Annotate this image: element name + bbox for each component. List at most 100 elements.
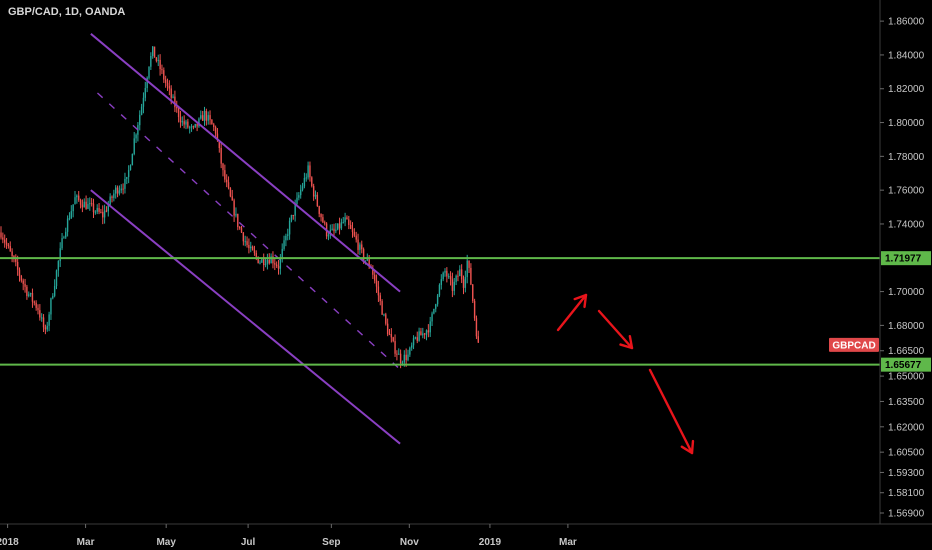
price-tick-label: 1.86000 — [888, 17, 925, 28]
time-tick-label: 2019 — [479, 537, 502, 548]
candle-body — [259, 262, 261, 264]
candle-body — [301, 186, 304, 190]
candle-body — [457, 275, 459, 277]
candle-body — [372, 268, 374, 275]
candle-body — [83, 201, 85, 208]
candle-body — [388, 334, 391, 336]
candle-body — [251, 246, 254, 251]
candle-body — [103, 210, 106, 218]
candle-body — [29, 293, 32, 295]
candle-body — [198, 118, 200, 127]
candle-body — [277, 265, 280, 269]
level-price-label: 1.65677 — [885, 360, 922, 371]
candle-body — [231, 196, 233, 201]
candle-body — [72, 204, 74, 212]
candle-body — [207, 115, 209, 121]
levels-group[interactable]: 1.71977 1.65677 GBPCAD — [0, 251, 931, 372]
candle-body — [364, 260, 367, 262]
candle-body — [455, 275, 457, 282]
candle-body — [146, 77, 148, 89]
candle-body — [283, 240, 285, 249]
arrow-down[interactable] — [597, 309, 634, 350]
candle-body — [148, 66, 150, 78]
candle-body — [296, 197, 298, 204]
candle-body — [423, 333, 426, 335]
symbol-title: GBP/CAD, 1D, OANDA — [8, 6, 126, 18]
candle-body — [15, 258, 17, 262]
candle-body — [444, 270, 446, 273]
candle-body — [425, 330, 428, 335]
candle-body — [63, 237, 65, 239]
candle-body — [294, 203, 296, 216]
candle-body — [190, 126, 193, 128]
symbol-price-tag-label: GBPCAD — [832, 340, 875, 351]
candle-body — [451, 279, 454, 291]
candle-body — [28, 294, 30, 297]
candle-body — [109, 196, 111, 205]
candle-body — [357, 239, 359, 250]
candle-body — [240, 227, 243, 233]
candle-body — [213, 124, 215, 128]
candles-group — [0, 46, 479, 369]
arrows-group[interactable] — [556, 293, 695, 455]
candle-body — [139, 114, 141, 126]
candle-body — [211, 119, 213, 125]
candle-body — [144, 88, 146, 98]
candle-body — [100, 211, 102, 213]
time-tick-label: Jul — [241, 537, 256, 548]
price-tick-label: 1.84000 — [888, 50, 925, 61]
symbol-price-tag — [829, 337, 879, 352]
candle-body — [157, 59, 159, 61]
candle-body — [92, 203, 95, 213]
candle-body — [353, 232, 356, 236]
price-axis[interactable]: 1.86000 1.84000 1.82000 1.80000 1.78000 1.760… — [879, 0, 925, 524]
candle-body — [22, 280, 24, 284]
arrow-up[interactable] — [556, 293, 588, 332]
channel-upper-line[interactable] — [90, 33, 401, 293]
time-tick-label: Mar — [77, 537, 95, 548]
candle-body — [102, 212, 104, 218]
candle-body — [429, 321, 431, 333]
time-tick-label: Sep — [322, 537, 340, 548]
candle-body — [68, 218, 71, 220]
candle-body — [399, 353, 402, 364]
channel-group[interactable] — [90, 33, 401, 445]
candle-body — [5, 242, 8, 245]
candle-body — [355, 235, 357, 240]
candle-body — [414, 337, 417, 339]
candle-body — [462, 279, 465, 288]
candle-body — [222, 163, 224, 171]
candle-body — [76, 195, 78, 198]
price-tick-label: 1.66500 — [888, 346, 925, 357]
candle-body — [351, 228, 354, 233]
candle-body — [460, 269, 463, 280]
candle-body — [226, 179, 228, 183]
candle-body — [196, 123, 198, 127]
candle-body — [392, 337, 394, 342]
candle-body — [346, 217, 348, 220]
candle-body — [187, 121, 189, 128]
candle-body — [105, 210, 108, 212]
price-tick-label: 1.78000 — [888, 152, 925, 163]
channel-mid-line[interactable] — [96, 92, 401, 370]
candle-body — [59, 248, 61, 262]
candle-body — [242, 232, 245, 242]
candle-body — [205, 110, 208, 121]
channel-lower-line[interactable] — [90, 189, 401, 445]
candle-body — [446, 270, 448, 277]
candle-body — [26, 286, 28, 297]
time-axis[interactable]: 2018 Mar May Jul Sep Nov 2019 Mar — [0, 523, 932, 548]
candle-body — [44, 327, 47, 330]
candle-body — [263, 259, 265, 266]
candle-body — [448, 276, 450, 278]
candle-body — [442, 272, 444, 280]
candle-body — [176, 107, 178, 109]
candle-body — [401, 362, 404, 364]
candle-body — [342, 222, 344, 224]
candle-body — [312, 186, 315, 197]
arrow-down-long[interactable] — [648, 368, 695, 455]
candle-body — [440, 279, 442, 285]
candle-body — [416, 337, 418, 341]
candle-body — [192, 126, 195, 128]
